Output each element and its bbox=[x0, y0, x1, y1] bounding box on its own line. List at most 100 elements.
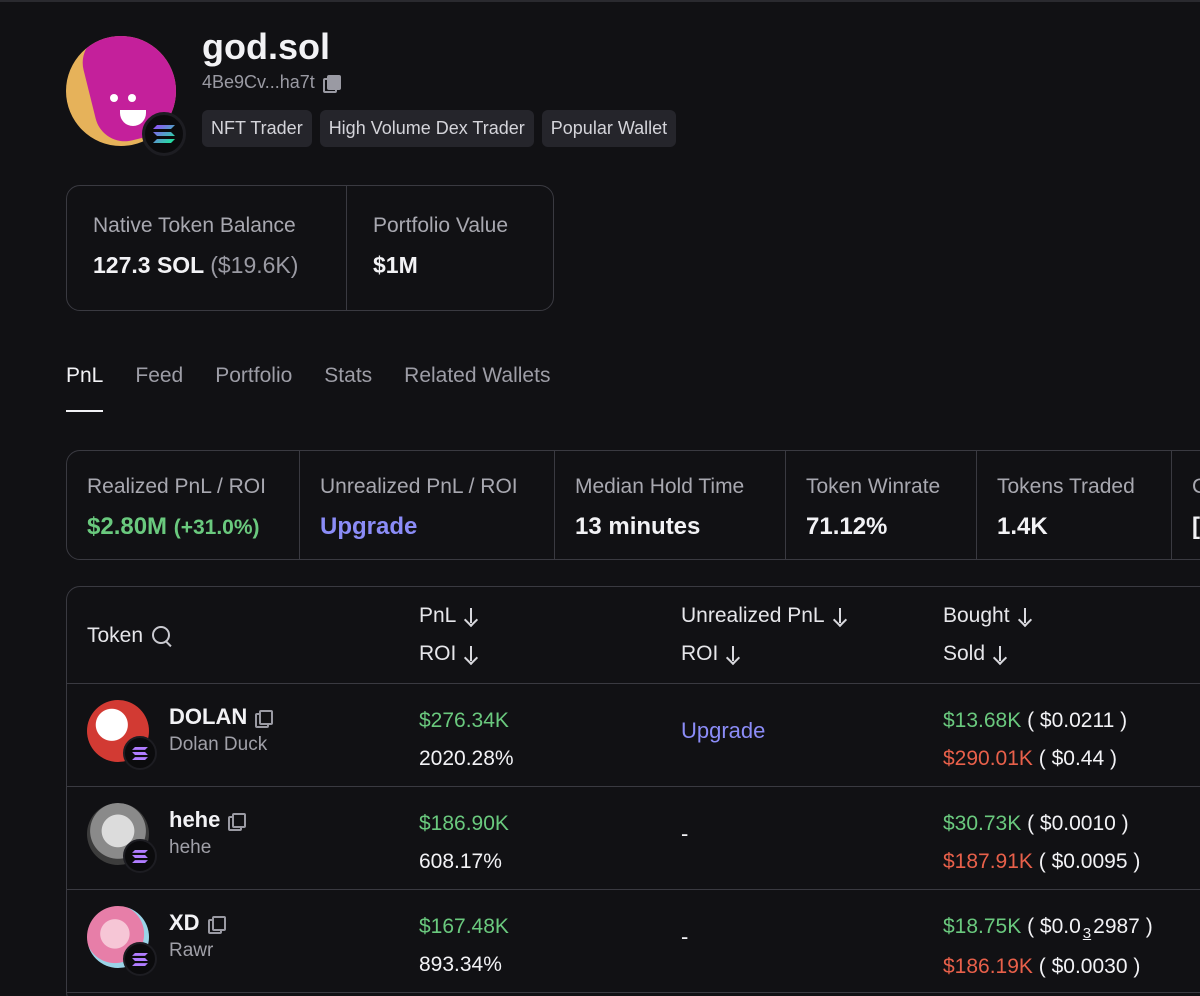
native-balance-value: 127.3 SOL ($19.6K) bbox=[93, 252, 320, 279]
sold-price: ( $0.0030 ) bbox=[1038, 955, 1141, 978]
stat-label: Median Hold Time bbox=[575, 475, 745, 498]
token-name: DOLAN bbox=[169, 704, 274, 730]
bought-price-zero-count: 3 bbox=[1082, 925, 1092, 942]
stat-tokens-traded: Tokens Traded 1.4K bbox=[977, 451, 1172, 559]
header-token[interactable]: Token bbox=[87, 617, 173, 655]
stat-label: Realized PnL / ROI bbox=[87, 475, 266, 498]
wallet-tags: NFT Trader High Volume Dex Trader Popula… bbox=[202, 110, 677, 147]
sort-arrow-down-icon[interactable] bbox=[1018, 607, 1032, 625]
pnl-value: $186.90K bbox=[419, 812, 509, 835]
token-table: Token PnL ROI Unrealized PnL ROI Bought … bbox=[66, 586, 1200, 996]
bought-price-prefix: ( $0.0 bbox=[1027, 915, 1081, 938]
tag-high-volume-dex-trader[interactable]: High Volume Dex Trader bbox=[319, 110, 534, 147]
header-sold-label: Sold bbox=[943, 642, 986, 665]
bought-price-suffix: 2987 ) bbox=[1093, 915, 1153, 938]
pnl-value: $276.34K bbox=[419, 709, 509, 732]
bought-price: ( $0.0211 ) bbox=[1027, 709, 1128, 732]
copy-icon[interactable] bbox=[322, 75, 341, 93]
sold-value: $290.01K bbox=[943, 747, 1033, 770]
sort-arrow-down-icon[interactable] bbox=[464, 645, 478, 663]
table-row[interactable]: XD Rawr $167.48K 893.34% - $18.75K ( $0.… bbox=[67, 890, 1200, 993]
upgrade-link[interactable]: Upgrade bbox=[681, 718, 766, 743]
bought-value: $18.75K bbox=[943, 915, 1022, 938]
token-symbol: XD bbox=[169, 910, 200, 935]
wallet-name: god.sol bbox=[202, 26, 330, 67]
tag-popular-wallet[interactable]: Popular Wallet bbox=[541, 110, 677, 147]
stat-label: Token Winrate bbox=[806, 475, 941, 498]
tab-feed[interactable]: Feed bbox=[135, 364, 184, 387]
bought-price: ( $0.0 32987 ) bbox=[1027, 915, 1153, 942]
roi-value: 608.17% bbox=[419, 850, 502, 873]
portfolio-value: $1M bbox=[373, 252, 418, 278]
copy-icon[interactable] bbox=[255, 709, 274, 728]
pnl-cell: $167.48K 893.34% bbox=[419, 908, 509, 984]
bought-sold-cell: $13.68K ( $0.0211 ) $290.01K ( $0.44 ) bbox=[943, 702, 1127, 778]
stat-label: C bbox=[1192, 475, 1200, 499]
sold-value: $187.91K bbox=[943, 850, 1033, 873]
stat-partial: C [ bbox=[1172, 451, 1200, 559]
header-unrealized[interactable]: Unrealized PnL ROI bbox=[681, 597, 847, 673]
roi-value: 893.34% bbox=[419, 953, 502, 976]
sort-arrow-down-icon[interactable] bbox=[833, 607, 847, 625]
native-balance-cell: Native Token Balance 127.3 SOL ($19.6K) bbox=[67, 186, 347, 310]
portfolio-value-cell: Portfolio Value $1M bbox=[347, 186, 534, 310]
table-row[interactable]: hehe hehe $186.90K 608.17% - $30.73K ( $… bbox=[67, 787, 1200, 890]
solana-icon bbox=[123, 839, 157, 873]
header-roi-label: ROI bbox=[419, 642, 457, 665]
tab-stats[interactable]: Stats bbox=[324, 364, 373, 387]
tab-related-wallets[interactable]: Related Wallets bbox=[404, 364, 551, 387]
stat-median-hold-time: Median Hold Time 13 minutes bbox=[555, 451, 786, 559]
copy-icon[interactable] bbox=[207, 915, 226, 934]
pnl-cell: $276.34K 2020.28% bbox=[419, 702, 514, 778]
portfolio-value-label: Portfolio Value bbox=[373, 214, 509, 237]
search-icon[interactable] bbox=[151, 625, 173, 647]
tab-portfolio[interactable]: Portfolio bbox=[215, 364, 293, 387]
stat-unrealized-pnl: Unrealized PnL / ROI Upgrade bbox=[300, 451, 555, 559]
upgrade-link[interactable]: Upgrade bbox=[320, 513, 418, 540]
stat-label: Tokens Traded bbox=[997, 475, 1135, 498]
solana-icon bbox=[123, 942, 157, 976]
sort-arrow-down-icon[interactable] bbox=[993, 645, 1007, 663]
bought-value: $13.68K bbox=[943, 709, 1022, 732]
realized-roi-value: (+31.0%) bbox=[173, 516, 260, 539]
bought-sold-cell: $30.73K ( $0.0010 ) $187.91K ( $0.0095 ) bbox=[943, 805, 1140, 881]
token-fullname: Rawr bbox=[169, 940, 214, 961]
tab-pnl[interactable]: PnL bbox=[66, 364, 104, 412]
sold-price: ( $0.0095 ) bbox=[1038, 850, 1141, 873]
header-pnl[interactable]: PnL ROI bbox=[419, 597, 478, 673]
copy-icon[interactable] bbox=[228, 812, 247, 831]
header-unrealized-roi-label: ROI bbox=[681, 642, 719, 665]
table-row[interactable]: DOLAN Dolan Duck $276.34K 2020.28% Upgra… bbox=[67, 684, 1200, 787]
sort-arrow-down-icon[interactable] bbox=[464, 607, 478, 625]
sold-price: ( $0.44 ) bbox=[1038, 747, 1117, 770]
unrealized-value: - bbox=[681, 924, 689, 949]
native-balance-label: Native Token Balance bbox=[93, 214, 296, 237]
header-bought-label: Bought bbox=[943, 604, 1010, 627]
solana-icon bbox=[142, 112, 186, 156]
pnl-value: $167.48K bbox=[419, 915, 509, 938]
stat-value: 1.4K bbox=[997, 513, 1048, 540]
wallet-address-text: 4Be9Cv...ha7t bbox=[202, 72, 315, 92]
roi-value: 2020.28% bbox=[419, 747, 514, 770]
bought-price: ( $0.0010 ) bbox=[1027, 812, 1129, 835]
sort-arrow-down-icon[interactable] bbox=[726, 645, 740, 663]
stat-realized-pnl: Realized PnL / ROI $2.80M (+31.0%) bbox=[67, 451, 300, 559]
stat-value: $2.80M (+31.0%) bbox=[87, 513, 279, 541]
stat-value: 13 minutes bbox=[575, 513, 701, 540]
sold-value: $186.19K bbox=[943, 955, 1033, 978]
header-token-label: Token bbox=[87, 624, 144, 647]
header-bought-sold[interactable]: Bought Sold bbox=[943, 597, 1032, 673]
tab-bar: PnL Feed Portfolio Stats Related Wallets bbox=[66, 364, 550, 412]
token-symbol: DOLAN bbox=[169, 704, 248, 729]
wallet-address: 4Be9Cv...ha7t bbox=[202, 72, 341, 93]
native-balance-amount: 127.3 SOL bbox=[93, 252, 204, 278]
unrealized-value: - bbox=[681, 821, 689, 846]
token-fullname: hehe bbox=[169, 837, 212, 858]
wallet-avatar bbox=[66, 36, 186, 156]
balance-card: Native Token Balance 127.3 SOL ($19.6K) … bbox=[66, 185, 554, 311]
top-divider bbox=[0, 0, 1200, 2]
token-fullname: Dolan Duck bbox=[169, 734, 268, 755]
native-balance-usd: ($19.6K) bbox=[210, 252, 299, 278]
tag-nft-trader[interactable]: NFT Trader bbox=[202, 110, 312, 147]
header-unrealized-label: Unrealized PnL bbox=[681, 604, 825, 627]
